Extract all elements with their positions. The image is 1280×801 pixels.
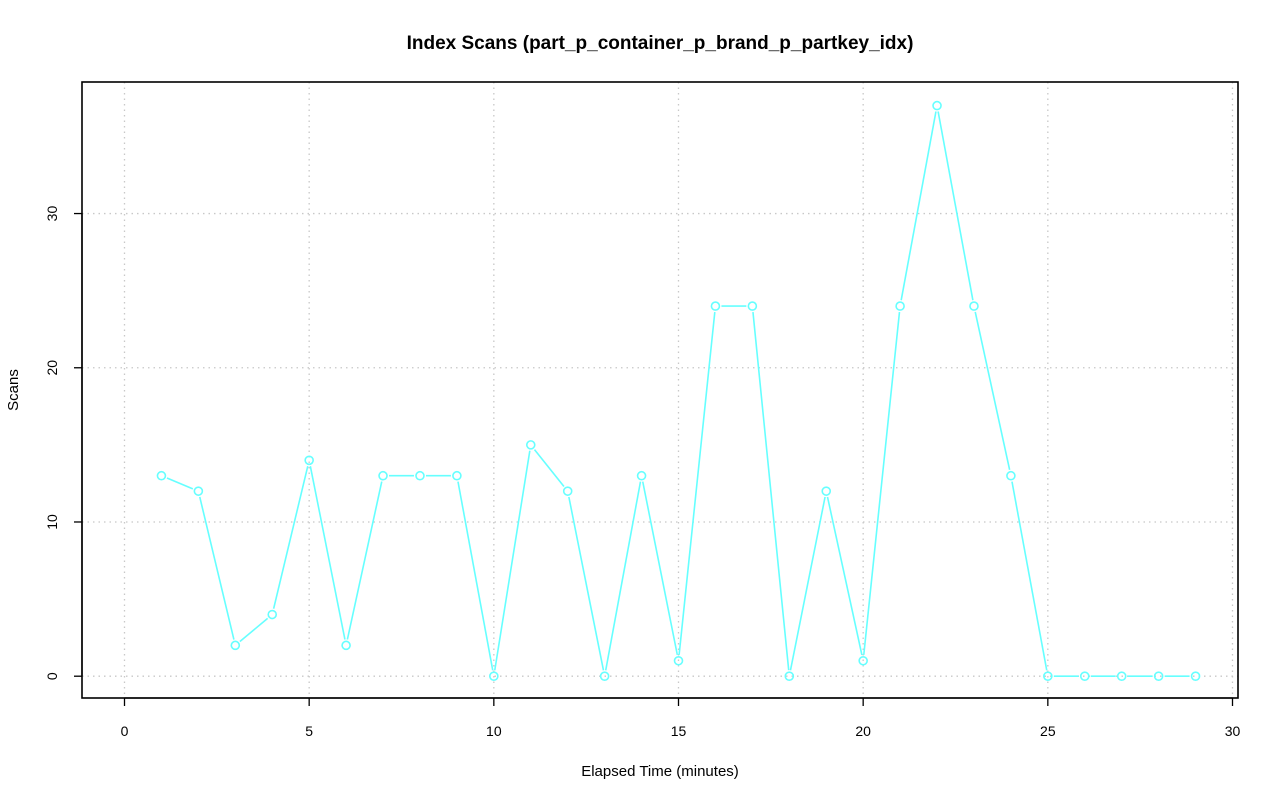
data-point [858,655,868,666]
data-point [267,609,278,620]
data-point [341,640,351,651]
series-line-segment [166,477,194,490]
data-point [821,486,832,496]
series-line-segment [493,450,531,671]
data-point [599,671,610,682]
series-line-segment [900,111,937,301]
series-line-segment [309,466,346,640]
data-point [415,470,425,481]
y-tick-label: 30 [44,206,60,222]
data-point [525,440,536,450]
data-point [1116,671,1127,682]
plot-frame [81,81,1239,699]
series-line-segment [346,481,383,640]
series [156,100,1201,682]
x-tick-label: 10 [486,723,502,739]
series-line-segment [826,496,863,656]
data-point [710,301,721,311]
series-line-segment [604,481,642,671]
data-point [747,301,758,311]
series-line-segment [752,311,790,671]
data-point [1153,671,1164,682]
x-axis-label: Elapsed Time (minutes) [581,763,739,780]
series-line-segment [568,496,605,671]
x-tick-label: 20 [855,723,871,739]
series-line-segment [533,449,565,487]
x-tick-label: 30 [1225,723,1241,739]
y-tick-label: 20 [44,360,60,376]
series-line-segment [862,311,901,655]
data-point [932,100,942,111]
y-tick-label: 10 [44,514,60,530]
data-point [452,470,462,481]
data-point [1006,470,1016,481]
data-point [784,671,795,682]
x-tick-label: 25 [1040,723,1056,739]
series-line-segment [457,481,494,671]
series-line-segment [937,111,974,301]
data-point [156,470,167,481]
data-point [489,671,499,682]
series-line-segment [789,496,826,671]
x-tick-label: 5 [305,723,313,739]
series-line-segment [272,465,309,609]
data-point [1190,671,1201,682]
series-line-segment [974,311,1011,471]
data-point [1079,671,1090,682]
data-point [193,486,204,496]
data-point [969,301,979,311]
chart-title: Index Scans (part_p_container_p_brand_p_… [407,33,914,54]
x-tick-label: 15 [671,723,687,739]
series-line-segment [239,617,269,643]
x-tick-label: 0 [121,723,129,739]
data-point [562,486,573,496]
grid [82,82,1238,698]
data-point [230,640,241,651]
y-axis-label: Scans [5,369,22,411]
series-line-segment [641,481,679,656]
series-line-segment [678,311,716,655]
data-point [378,470,388,481]
data-point [304,455,314,466]
y-tick-label: 0 [44,672,60,680]
data-point [636,470,647,481]
series-line-segment [198,496,235,640]
data-point [1043,671,1053,682]
data-point [673,655,684,666]
series-line-segment [1011,481,1048,671]
data-point [895,301,905,311]
